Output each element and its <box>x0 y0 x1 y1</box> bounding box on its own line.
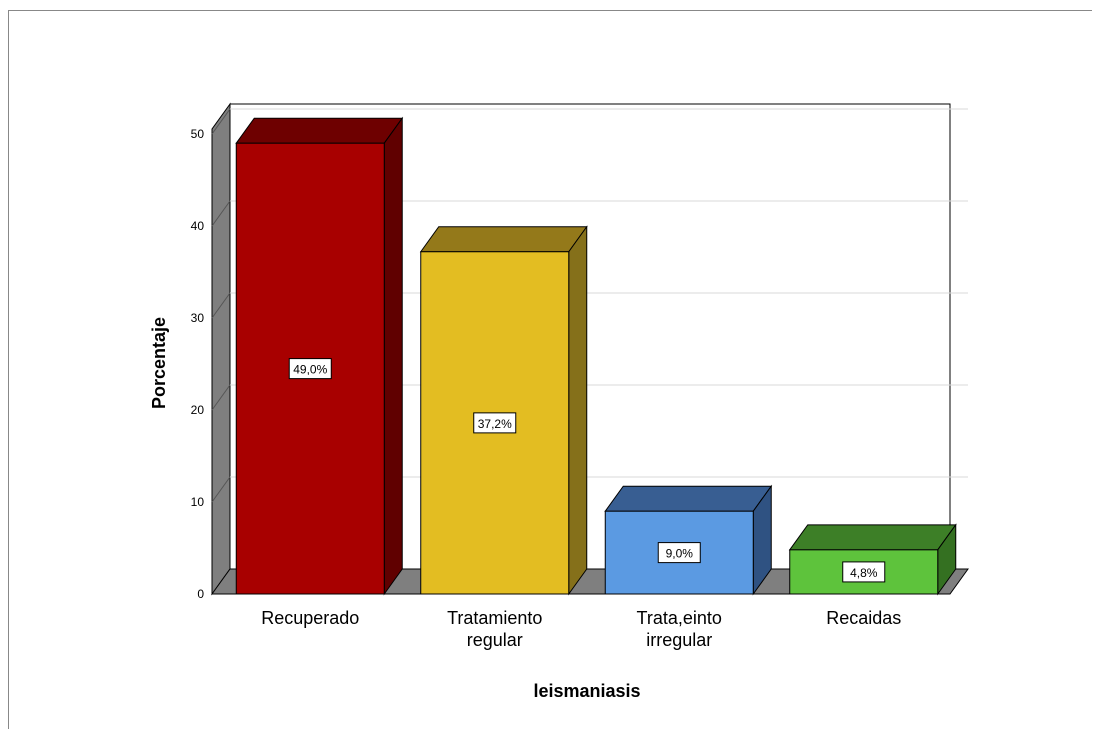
bar-group: 37,2% <box>419 225 588 596</box>
data-label: 37,2% <box>478 417 512 431</box>
bar-top <box>788 524 957 551</box>
x-tick-label: Recaidas <box>826 608 901 628</box>
y-tick-label: 50 <box>191 127 205 141</box>
gridline-depth <box>211 292 231 319</box>
x-tick-label: Recuperado <box>261 608 359 628</box>
bar-group: 9,0% <box>604 484 773 596</box>
data-label-box <box>657 542 701 564</box>
data-label-box <box>473 412 517 434</box>
bar-top <box>419 226 588 253</box>
gridline-depth <box>211 476 231 503</box>
y-axis-title: Porcentaje <box>149 317 169 409</box>
y-tick-label: 40 <box>191 219 205 233</box>
y-tick-label: 20 <box>191 403 205 417</box>
gridline-depth <box>211 200 231 227</box>
data-label: 49,0% <box>293 363 327 377</box>
bar-group: 49,0% <box>235 116 404 596</box>
y-tick-label: 10 <box>191 495 205 509</box>
x-tick-label: regular <box>467 630 523 650</box>
chart-frame <box>8 10 1092 729</box>
data-label-box <box>842 561 886 583</box>
x-tick-label: irregular <box>646 630 712 650</box>
gridline-depth <box>211 108 231 135</box>
bar-top <box>604 485 773 512</box>
data-label-box <box>288 358 332 380</box>
x-axis-title: leismaniasis <box>533 681 640 701</box>
bar-side <box>568 225 588 596</box>
y-tick-label: 30 <box>191 311 205 325</box>
x-tick-label: Tratamiento <box>447 608 542 628</box>
bar-group: 4,8% <box>788 523 957 596</box>
left-wall <box>211 102 231 596</box>
bars: 49,0% 37,2% 9,0% 4,8% <box>235 116 957 596</box>
data-label: 9,0% <box>666 547 694 561</box>
bar-side <box>383 116 403 596</box>
gridline-depth <box>211 384 231 411</box>
x-tick-label: Trata,einto <box>637 608 722 628</box>
bar-top <box>235 117 404 144</box>
y-tick-label: 0 <box>197 587 204 601</box>
data-label: 4,8% <box>850 566 878 580</box>
y-axis-ticks: 0 10 20 30 40 50 <box>191 127 205 601</box>
